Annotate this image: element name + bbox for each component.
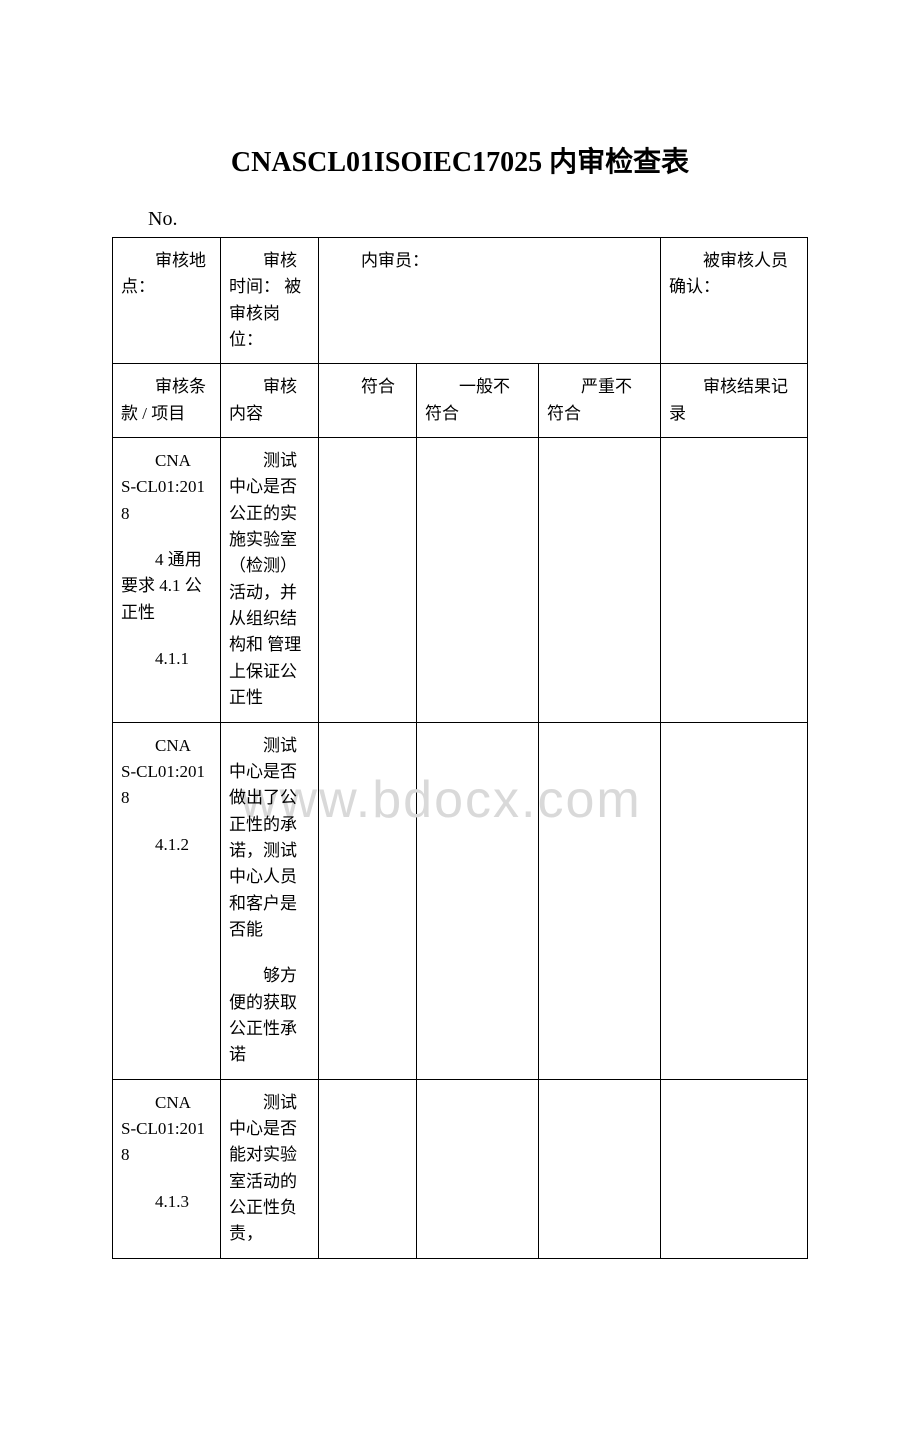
conform-cell xyxy=(319,722,417,1079)
minor-nc-cell xyxy=(417,438,539,722)
header-audit-location: 审核地点： xyxy=(113,238,221,364)
page-title: CNASCL01ISOIEC17025 内审检查表 xyxy=(0,140,920,180)
col-clause: 审核条款 / 项目 xyxy=(113,364,221,438)
content-text: 测试中心是否公正的实施实验室（检测）活动，并从组织结构和 管理上保证公正性 xyxy=(229,448,310,711)
conform-cell xyxy=(319,1079,417,1258)
clause-cell: CNA S-CL01:2018 4.1.3 xyxy=(113,1079,221,1258)
record-cell xyxy=(661,722,808,1079)
content-text: 测试中心是否能对实验室活动的公正性负责， xyxy=(229,1090,310,1248)
cell-text: 审核地点： xyxy=(121,248,212,301)
record-cell xyxy=(661,1079,808,1258)
col-conform: 符合 xyxy=(319,364,417,438)
minor-nc-cell xyxy=(417,1079,539,1258)
clause-text: S-CL01:2018 xyxy=(121,762,205,807)
record-cell xyxy=(661,438,808,722)
clause-text: CNA xyxy=(121,1090,212,1116)
clause-cell: CNA S-CL01:2018 4.1.2 xyxy=(113,722,221,1079)
col-major-nc: 严重不 符合 xyxy=(539,364,661,438)
table-row: CNA S-CL01:2018 4.1.3 测试中心是否能对实验室活动的公正性负… xyxy=(113,1079,808,1258)
audit-checklist-table: 审核地点： 审核时间： 被审核岗位： 内审员： 被审核人员确认： 审核条款 / … xyxy=(112,237,808,1259)
cell-text: 审核条款 / 项目 xyxy=(121,374,212,427)
document-number: No. xyxy=(148,208,920,231)
cell-text: 严重不 符合 xyxy=(547,374,652,427)
clause-text: 4.1.3 xyxy=(121,1189,212,1215)
clause-text: S-CL01:2018 xyxy=(121,477,205,522)
table-column-header-row: 审核条款 / 项目 审核内容 符合 一般不 符合 严重不 符合 审核结果记录 xyxy=(113,364,808,438)
col-content: 审核内容 xyxy=(221,364,319,438)
clause-text: 4 通用要求 4.1 公正性 xyxy=(121,547,212,626)
clause-text: S-CL01:2018 xyxy=(121,1119,205,1164)
content-text: 测试中心是否做出了公正性的承诺，测试中心人员和客户是否能 xyxy=(229,733,310,944)
table-row: CNA S-CL01:2018 4.1.2 测试中心是否做出了公正性的承诺，测试… xyxy=(113,722,808,1079)
col-minor-nc: 一般不 符合 xyxy=(417,364,539,438)
clause-cell: CNA S-CL01:2018 4 通用要求 4.1 公正性 4.1.1 xyxy=(113,438,221,722)
content-text: 够方便的获取公正性承诺 xyxy=(229,963,310,1068)
cell-text: 符合 xyxy=(327,374,408,400)
header-audit-time-post: 审核时间： 被审核岗位： xyxy=(221,238,319,364)
cell-text: 审核时间： 被审核岗位： xyxy=(229,248,310,353)
cell-text: 一般不 符合 xyxy=(425,374,530,427)
table-header-row-1: 审核地点： 审核时间： 被审核岗位： 内审员： 被审核人员确认： xyxy=(113,238,808,364)
content-cell: 测试中心是否做出了公正性的承诺，测试中心人员和客户是否能 够方便的获取公正性承诺 xyxy=(221,722,319,1079)
cell-text: 内审员： xyxy=(327,248,652,274)
cell-text: 审核结果记录 xyxy=(669,374,799,427)
major-nc-cell xyxy=(539,722,661,1079)
content-cell: 测试中心是否能对实验室活动的公正性负责， xyxy=(221,1079,319,1258)
cell-text: 被审核人员确认： xyxy=(669,248,799,301)
major-nc-cell xyxy=(539,438,661,722)
header-internal-auditor: 内审员： xyxy=(319,238,661,364)
major-nc-cell xyxy=(539,1079,661,1258)
header-confirm: 被审核人员确认： xyxy=(661,238,808,364)
minor-nc-cell xyxy=(417,722,539,1079)
clause-text: CNA xyxy=(121,448,212,474)
col-record: 审核结果记录 xyxy=(661,364,808,438)
clause-text: CNA xyxy=(121,733,212,759)
cell-text: 审核内容 xyxy=(229,374,310,427)
clause-text: 4.1.2 xyxy=(121,832,212,858)
content-cell: 测试中心是否公正的实施实验室（检测）活动，并从组织结构和 管理上保证公正性 xyxy=(221,438,319,722)
table-row: CNA S-CL01:2018 4 通用要求 4.1 公正性 4.1.1 测试中… xyxy=(113,438,808,722)
clause-text: 4.1.1 xyxy=(121,646,212,672)
conform-cell xyxy=(319,438,417,722)
